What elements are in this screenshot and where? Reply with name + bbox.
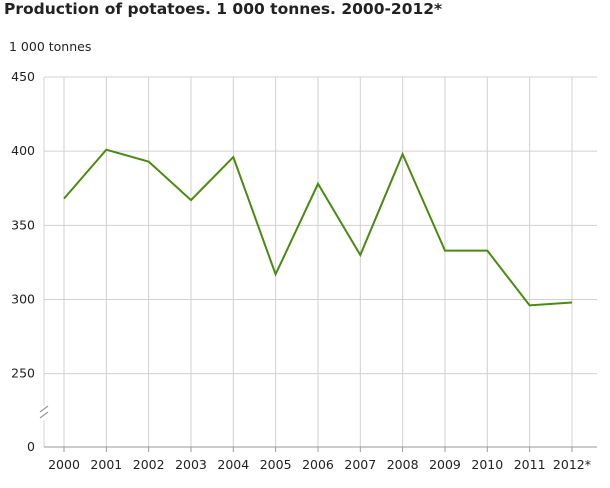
x-tick-label-2004: 2004 <box>217 457 249 472</box>
y-tick-label-0: 0 <box>27 439 35 454</box>
data-point-2004 <box>232 156 234 158</box>
y-tick-label-350: 350 <box>11 217 35 232</box>
x-tick-label-2007: 2007 <box>344 457 376 472</box>
y-tick-label-400: 400 <box>11 143 35 158</box>
y-tick-label-300: 300 <box>11 292 35 307</box>
data-point-2003 <box>190 199 192 201</box>
data-point-2010 <box>486 250 488 252</box>
x-tick-label-2001: 2001 <box>90 457 122 472</box>
axis-break-mark-upper <box>39 405 49 413</box>
x-tick-label-2002: 2002 <box>133 457 165 472</box>
chart-title: Production of potatoes. 1 000 tonnes. 20… <box>4 0 443 18</box>
x-tick-label-2011: 2011 <box>514 457 546 472</box>
data-point-2012* <box>571 301 573 303</box>
y-tick-label-450: 450 <box>11 69 35 84</box>
data-point-2000 <box>63 198 65 200</box>
x-tick-label-2012*: 2012* <box>553 457 591 472</box>
data-point-2002 <box>148 161 150 163</box>
y-axis-unit-label: 1 000 tonnes <box>9 39 92 54</box>
data-point-2005 <box>275 273 277 275</box>
data-point-2007 <box>359 254 361 256</box>
y-tick-label-250: 250 <box>11 366 35 381</box>
axis-break-mark-lower <box>39 411 49 419</box>
data-point-2001 <box>105 149 107 151</box>
x-tick-label-2003: 2003 <box>175 457 207 472</box>
x-tick-label-2010: 2010 <box>471 457 503 472</box>
x-tick-label-2000: 2000 <box>48 457 80 472</box>
data-point-2006 <box>317 183 319 185</box>
data-point-2011 <box>529 304 531 306</box>
x-tick-label-2005: 2005 <box>260 457 292 472</box>
x-tick-label-2009: 2009 <box>429 457 461 472</box>
x-tick-label-2008: 2008 <box>387 457 419 472</box>
data-point-2009 <box>444 250 446 252</box>
series-line <box>63 148 573 307</box>
data-point-2008 <box>402 153 404 155</box>
x-tick-label-2006: 2006 <box>302 457 334 472</box>
